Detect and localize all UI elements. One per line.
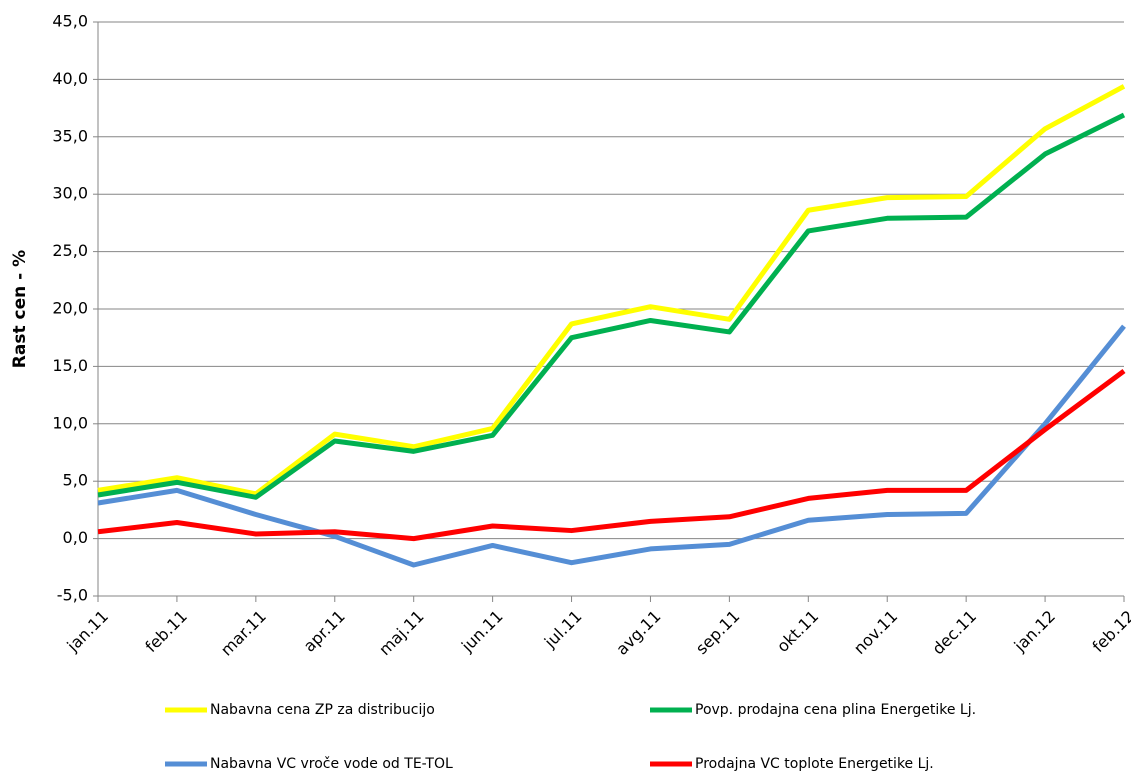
y-tick-label: 30,0 (52, 184, 88, 203)
x-tick-label: okt.11 (773, 607, 822, 656)
x-tick-label: sep.11 (692, 607, 743, 658)
x-tick-label: nov.11 (850, 607, 901, 658)
legend-label: Povp. prodajna cena plina Energetike Lj. (695, 702, 976, 718)
x-tick-label: dec.11 (928, 607, 980, 659)
x-tick-label: avg.11 (612, 607, 664, 659)
y-tick-label: 10,0 (52, 413, 88, 432)
x-tick-label: maj.11 (375, 607, 428, 660)
series-line (97, 84, 1126, 497)
legend-label: Prodajna VC toplote Energetike Lj. (695, 756, 934, 771)
y-tick-label: 0,0 (63, 528, 88, 547)
y-tick-label: 40,0 (52, 69, 88, 88)
x-tick-label: jun.11 (457, 607, 507, 657)
x-tick-label: apr.11 (300, 607, 349, 656)
x-tick-label: mar.11 (217, 607, 270, 660)
x-tick-label: jan.12 (1010, 607, 1059, 656)
y-axis-label: Rast cen - % (10, 250, 30, 368)
legend-label: Nabavna VC vroče vode od TE-TOL (210, 756, 453, 771)
x-tick-label: jan.11 (63, 607, 112, 656)
series-line (97, 112, 1126, 500)
y-tick-label: 20,0 (52, 299, 88, 318)
series-line (97, 324, 1126, 568)
x-tick-label: feb.11 (141, 607, 191, 657)
y-tick-label: 35,0 (52, 126, 88, 145)
y-tick-label: 5,0 (63, 471, 88, 490)
y-tick-label: -5,0 (57, 586, 88, 605)
series-line (97, 368, 1126, 542)
y-tick-label: 15,0 (52, 356, 88, 375)
x-tick-label: feb.12 (1088, 607, 1131, 657)
y-tick-label: 45,0 (52, 12, 88, 31)
y-tick-label: 25,0 (52, 241, 88, 260)
x-tick-label: jul.11 (540, 607, 586, 653)
legend-label: Nabavna cena ZP za distribucijo (210, 702, 435, 718)
